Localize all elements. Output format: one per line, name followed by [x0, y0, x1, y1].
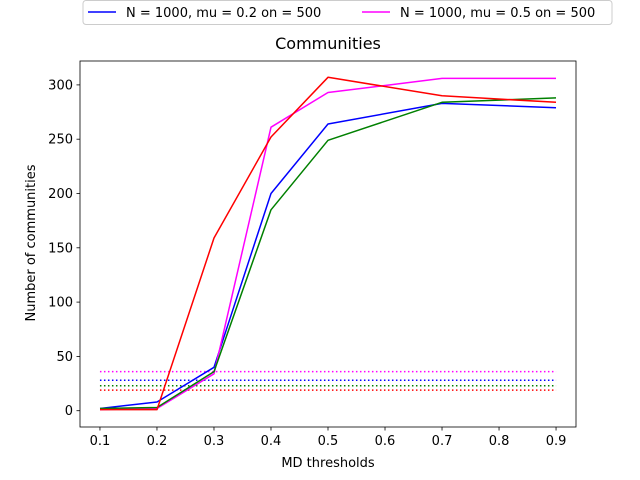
x-tick-label-4: 0.5 — [318, 434, 339, 449]
x-tick-label-1: 0.2 — [147, 434, 168, 449]
y-tick-label-3: 150 — [48, 241, 73, 256]
legend-label-1: N = 1000, mu = 0.5 on = 500 — [400, 6, 595, 21]
y-tick-label-6: 300 — [48, 78, 73, 93]
y-tick-label-5: 250 — [48, 133, 73, 148]
x-tick-label-6: 0.7 — [432, 434, 453, 449]
series-line-3 — [100, 76, 557, 411]
x-tick-label-3: 0.4 — [261, 434, 282, 449]
legend-box — [82, 0, 613, 25]
plot-area: 0.1 0.2 0.3 0.4 0.5 0.6 0.7 0.8 0.9 0 50 100 150 200 2… — [48, 60, 577, 449]
series-line-0 — [99, 102, 557, 410]
y-tick-label-0: 0 — [65, 404, 73, 419]
y-tick-label-2: 100 — [48, 296, 73, 311]
x-axis-label: MD thresholds — [281, 456, 375, 471]
x-tick-label-5: 0.6 — [375, 434, 396, 449]
y-tick-label-4: 200 — [48, 187, 73, 202]
x-tick-label-2: 0.3 — [204, 434, 225, 449]
chart-title: Communities — [275, 34, 381, 53]
y-tick-label-1: 50 — [56, 350, 73, 365]
x-tick-label-7: 0.8 — [489, 434, 510, 449]
x-tick-label-8: 0.9 — [546, 434, 567, 449]
y-axis-label: Number of communities — [24, 164, 39, 321]
x-tick-label-0: 0.1 — [90, 434, 111, 449]
legend: N = 1000, mu = 0.2 on = 500 N = 1000, mu … — [82, 0, 613, 25]
legend-label-0: N = 1000, mu = 0.2 on = 500 — [126, 6, 321, 21]
